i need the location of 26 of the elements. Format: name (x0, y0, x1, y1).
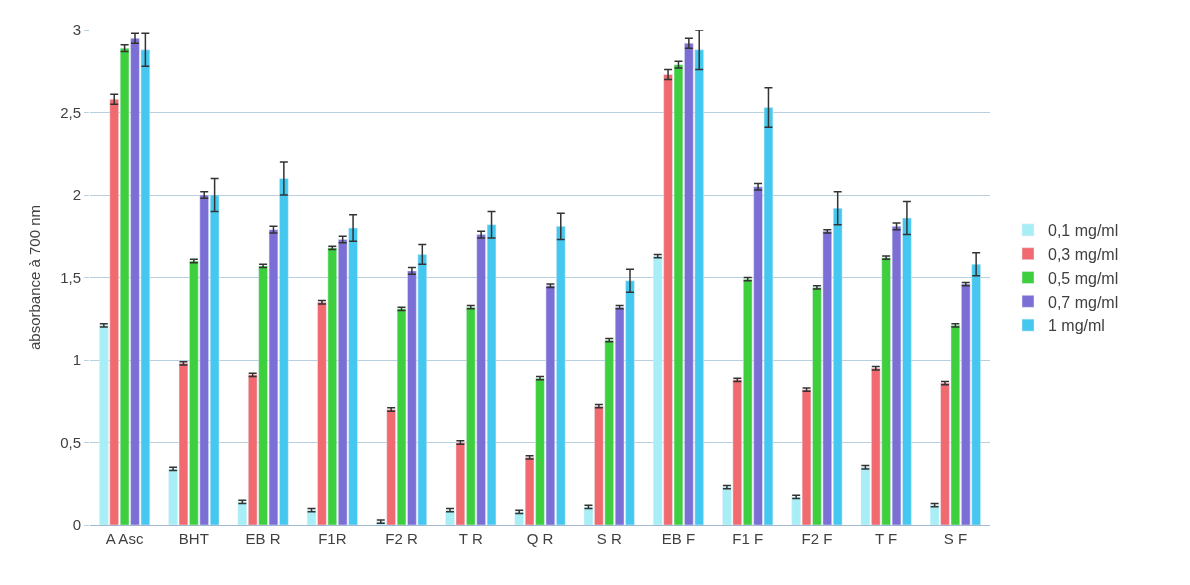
y-tick-label: 0 (72, 516, 81, 534)
y-tick-label: 1,5 (60, 268, 81, 286)
x-tick-label: Q R (526, 530, 554, 547)
y-axis-title: absorbance à 700 nm (26, 204, 44, 351)
legend-label: 0,7 mg/ml (1048, 293, 1119, 311)
legend-label: 0,1 mg/ml (1048, 222, 1119, 240)
x-tick-label: BHT (178, 530, 209, 547)
x-tick-label: T R (458, 530, 483, 547)
x-tick-label: F2 F (801, 530, 833, 547)
y-tick-label: 0,5 (60, 433, 81, 451)
y-tick-label: 3 (72, 21, 81, 39)
y-tick-label: 2 (72, 186, 81, 204)
y-tick-label: 1 (72, 351, 81, 369)
x-tick-label: F2 R (385, 530, 418, 547)
y-tick-label: 2,5 (60, 103, 81, 121)
x-tick-label: A Asc (105, 530, 144, 547)
x-tick-label: F1 F (732, 530, 764, 547)
legend-label: 0,3 mg/ml (1048, 245, 1119, 263)
x-tick-label: S F (943, 530, 968, 547)
legend-label: 1 mg/ml (1048, 317, 1105, 335)
x-tick-label: S R (596, 530, 622, 547)
legend-label: 0,5 mg/ml (1048, 269, 1119, 287)
x-tick-label: F1R (318, 530, 347, 547)
x-tick-label: T F (875, 530, 898, 547)
x-tick-label: EB F (661, 530, 696, 547)
x-tick-label: EB R (245, 530, 281, 547)
